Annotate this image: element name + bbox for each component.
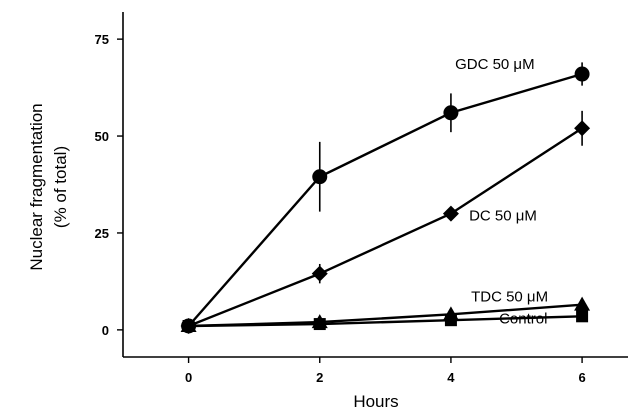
data-point [574,120,591,137]
axes [122,12,628,358]
series-line [188,127,583,328]
series-line [187,72,583,327]
data-point [576,310,589,323]
series-label: DC 50 μM [469,207,537,224]
x-tick-label: 0 [185,370,192,385]
y-tick-label: 75 [95,32,109,47]
y-tick-label: 50 [95,129,109,144]
x-tick-label: 2 [316,370,323,385]
data-point [312,169,328,185]
labels: Hours Nuclear fragmentation (% of total) [27,103,399,411]
series-control: Control [182,310,589,332]
series-line [188,315,583,328]
series-layer: GDC 50 μM DC 50 μM TDC 50 μM Control [180,56,591,334]
data-point [442,205,459,222]
data-point [182,319,195,332]
data-point [574,66,590,82]
ticks: 0 25 50 75 0 2 4 6 [95,32,586,385]
data-point [574,296,591,311]
y-axis-label-line2: (% of total) [51,146,70,228]
data-point [311,265,328,282]
y-axis-label-line1: Nuclear fragmentation [27,103,46,270]
y-tick-label: 25 [95,226,109,241]
series-label: Control [499,310,547,327]
series-label: GDC 50 μM [455,56,535,73]
series-label: TDC 50 μM [471,289,548,306]
x-tick-label: 4 [447,370,455,385]
data-point [444,314,457,327]
data-point [443,105,459,121]
y-tick-label: 0 [102,323,109,338]
x-axis-label: Hours [353,392,398,411]
x-tick-label: 6 [578,370,585,385]
data-point [313,318,326,331]
